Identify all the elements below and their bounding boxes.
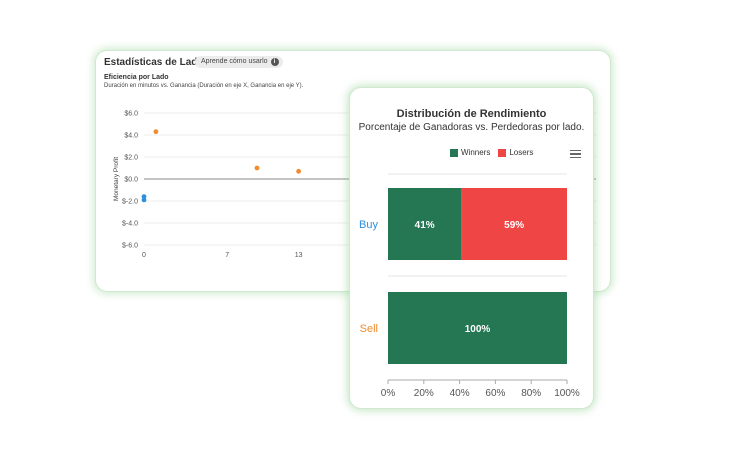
efficiency-subtitle: Eficiencia por Lado	[104, 74, 169, 81]
performance-bar-chart: 41% 59% Buy 100% Sell 0% 20% 40% 60% 80% 100%	[359, 173, 580, 399]
distribution-legend: Winners Losers	[450, 148, 533, 157]
y-tick-label: $2.0	[124, 155, 138, 162]
x-tick-label: 0	[142, 252, 146, 259]
info-icon[interactable]: i	[270, 58, 279, 66]
scatter-point	[296, 168, 302, 174]
legend-label-losers: Losers	[509, 148, 534, 157]
performance-distribution-card: 41% 59% Buy 100% Sell 0% 20% 40% 60% 80% 100% Dist…	[349, 87, 594, 409]
category-label: Sell	[360, 323, 378, 335]
learn-how-badge[interactable]: Aprende cómo usarlo i	[195, 56, 283, 68]
legend-swatch-losers	[498, 148, 507, 157]
legend-swatch-winners	[450, 148, 458, 157]
bar-segment-winners	[388, 292, 567, 364]
x-tick-label: 13	[295, 252, 303, 259]
y-tick-label: $6.0	[124, 111, 138, 118]
legend-item-losers[interactable]: Losers	[498, 148, 533, 157]
legend-label-winners: Winners	[461, 148, 491, 157]
scatter-point	[141, 194, 147, 199]
scatter-point	[141, 197, 147, 203]
distribution-title: Distribución de Rendimiento	[396, 108, 547, 120]
bar-segment-losers	[461, 188, 567, 260]
bar-data-label: 100%	[465, 324, 491, 335]
x-tick-label: 100%	[554, 388, 580, 399]
scatter-point	[153, 129, 159, 135]
legend-item-winners[interactable]: Winners	[450, 148, 490, 157]
bar-data-label: 41%	[415, 220, 435, 231]
bar-data-label: 59%	[504, 220, 524, 231]
y-tick-label: $0.0	[124, 177, 138, 184]
distribution-subtitle: Porcentaje de Ganadoras vs. Perdedoras p…	[358, 122, 585, 133]
x-tick-label: 0%	[381, 388, 396, 399]
y-tick-label: $-2.0	[122, 199, 138, 206]
side-stats-title: Estadísticas de Lado	[104, 57, 204, 68]
y-tick-label: $4.0	[124, 133, 138, 140]
x-tick-label: 7	[225, 252, 229, 259]
x-tick-label: 40%	[450, 388, 470, 399]
y-tick-label: $-6.0	[122, 243, 138, 250]
x-tick-label: 20%	[414, 388, 434, 399]
efficiency-description: Duración en minutos vs. Ganancia (Duraci…	[104, 83, 304, 89]
x-tick-label: 60%	[485, 388, 505, 399]
y-axis-label: Monetary Profit	[113, 157, 120, 201]
chart-menu-icon[interactable]	[570, 150, 581, 160]
scatter-point	[254, 165, 260, 171]
category-label: Buy	[359, 219, 378, 231]
y-tick-label: $-4.0	[122, 221, 138, 228]
x-tick-label: 80%	[521, 388, 541, 399]
learn-how-label: Aprende cómo usarlo	[201, 58, 268, 65]
bar-segment-winners	[388, 188, 462, 260]
